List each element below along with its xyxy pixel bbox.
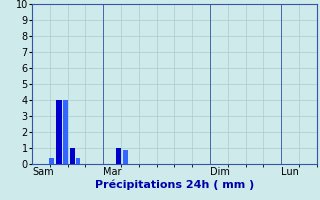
Bar <box>76 158 80 164</box>
Bar <box>63 100 68 164</box>
Bar <box>116 148 121 164</box>
Bar <box>56 100 62 164</box>
Bar <box>49 158 54 164</box>
X-axis label: Précipitations 24h ( mm ): Précipitations 24h ( mm ) <box>95 180 254 190</box>
Bar <box>70 148 75 164</box>
Bar <box>123 150 128 164</box>
